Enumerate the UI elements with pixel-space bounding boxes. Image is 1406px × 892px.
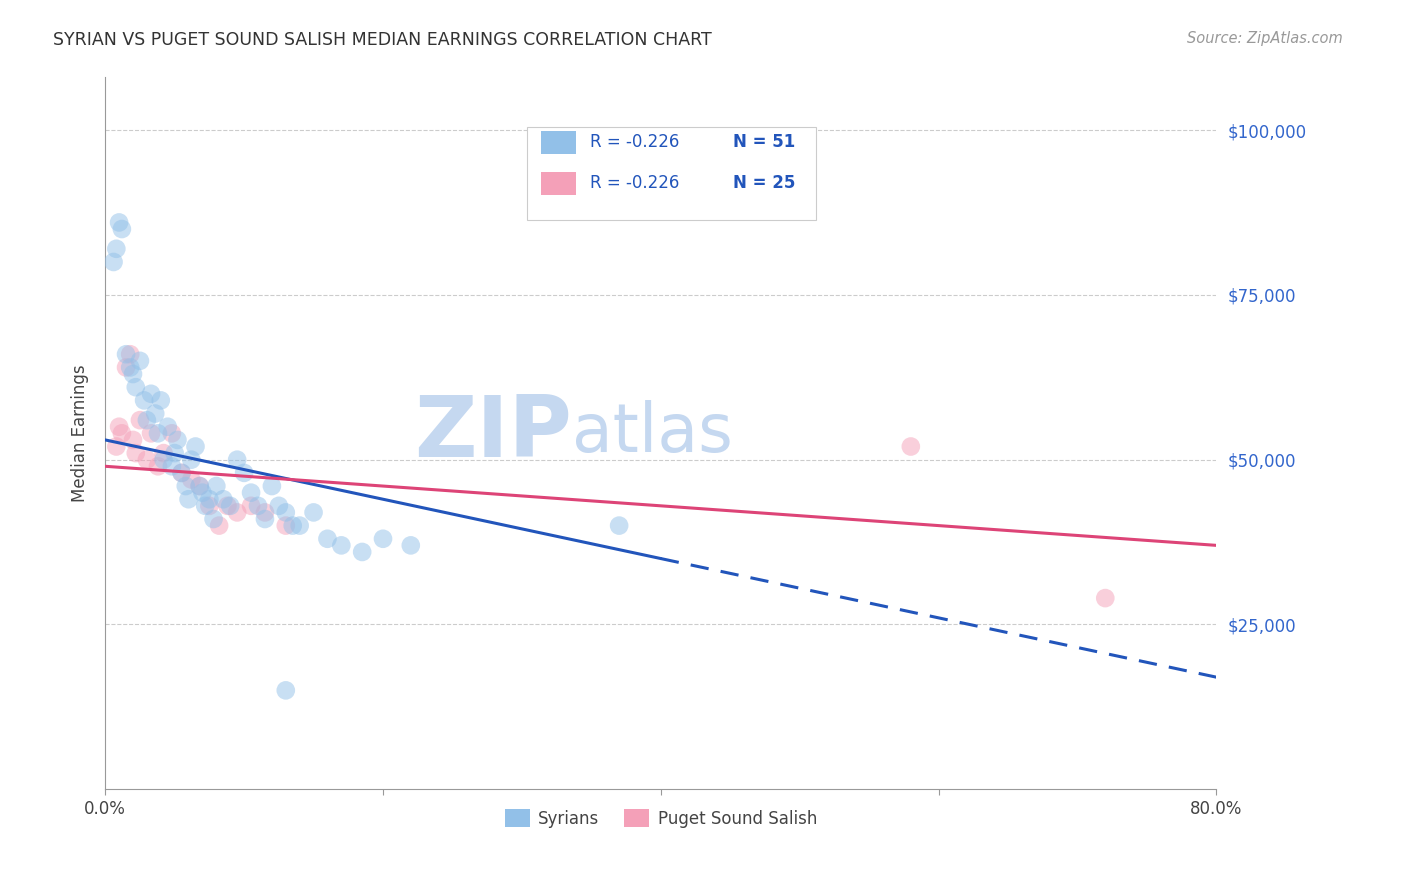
- Text: R = -0.226: R = -0.226: [589, 133, 679, 152]
- Point: [170, 466, 193, 480]
- Point: [180, 473, 202, 487]
- Point: [122, 367, 145, 381]
- Point: [105, 242, 128, 256]
- Point: [240, 485, 263, 500]
- Point: [129, 413, 152, 427]
- Point: [120, 347, 142, 361]
- Point: [103, 255, 125, 269]
- Point: [160, 426, 183, 441]
- Point: [607, 518, 630, 533]
- Point: [139, 386, 162, 401]
- Y-axis label: Median Earnings: Median Earnings: [72, 365, 89, 502]
- Point: [194, 499, 217, 513]
- Point: [226, 505, 249, 519]
- Point: [212, 492, 235, 507]
- Point: [105, 440, 128, 454]
- Text: R = -0.226: R = -0.226: [589, 175, 679, 193]
- Point: [188, 479, 211, 493]
- Point: [143, 407, 166, 421]
- Point: [191, 485, 214, 500]
- Point: [253, 505, 276, 519]
- Point: [152, 452, 174, 467]
- Point: [198, 499, 221, 513]
- Point: [180, 452, 202, 467]
- Point: [302, 505, 325, 519]
- Point: [166, 433, 188, 447]
- Point: [129, 354, 152, 368]
- Point: [125, 446, 148, 460]
- Point: [152, 446, 174, 460]
- Point: [132, 393, 155, 408]
- Point: [120, 360, 142, 375]
- Point: [316, 532, 339, 546]
- Point: [274, 505, 297, 519]
- Point: [146, 426, 169, 441]
- Point: [198, 492, 221, 507]
- Text: atlas: atlas: [572, 401, 733, 467]
- Text: SYRIAN VS PUGET SOUND SALISH MEDIAN EARNINGS CORRELATION CHART: SYRIAN VS PUGET SOUND SALISH MEDIAN EARN…: [53, 31, 713, 49]
- Point: [260, 479, 283, 493]
- Point: [233, 466, 256, 480]
- Point: [170, 466, 193, 480]
- Point: [240, 499, 263, 513]
- Point: [160, 459, 183, 474]
- Point: [247, 499, 270, 513]
- Point: [330, 538, 353, 552]
- Point: [1094, 591, 1116, 606]
- Text: Source: ZipAtlas.com: Source: ZipAtlas.com: [1187, 31, 1343, 46]
- Point: [267, 499, 290, 513]
- Point: [274, 683, 297, 698]
- Point: [146, 459, 169, 474]
- Point: [149, 393, 172, 408]
- Point: [125, 380, 148, 394]
- Point: [219, 499, 242, 513]
- Point: [111, 426, 134, 441]
- Point: [108, 419, 131, 434]
- Point: [226, 452, 249, 467]
- Bar: [541, 172, 576, 194]
- Point: [139, 426, 162, 441]
- Point: [202, 512, 225, 526]
- Point: [108, 215, 131, 229]
- Point: [156, 419, 179, 434]
- Point: [115, 360, 138, 375]
- Point: [274, 518, 297, 533]
- Point: [288, 518, 311, 533]
- Point: [399, 538, 422, 552]
- Point: [281, 518, 304, 533]
- Point: [208, 518, 231, 533]
- Point: [184, 440, 207, 454]
- Text: N = 25: N = 25: [733, 175, 796, 193]
- Point: [217, 499, 239, 513]
- Text: ZIP: ZIP: [415, 392, 572, 475]
- Point: [135, 413, 157, 427]
- Bar: [541, 131, 576, 153]
- Point: [115, 347, 138, 361]
- Point: [188, 479, 211, 493]
- FancyBboxPatch shape: [527, 128, 817, 219]
- Point: [111, 222, 134, 236]
- Point: [163, 446, 186, 460]
- Point: [205, 479, 228, 493]
- Point: [177, 492, 200, 507]
- Point: [371, 532, 394, 546]
- Legend: Syrians, Puget Sound Salish: Syrians, Puget Sound Salish: [498, 803, 824, 834]
- Point: [122, 433, 145, 447]
- Point: [135, 452, 157, 467]
- Text: N = 51: N = 51: [733, 133, 796, 152]
- Point: [352, 545, 374, 559]
- Point: [900, 440, 922, 454]
- Point: [174, 479, 197, 493]
- Point: [253, 512, 276, 526]
